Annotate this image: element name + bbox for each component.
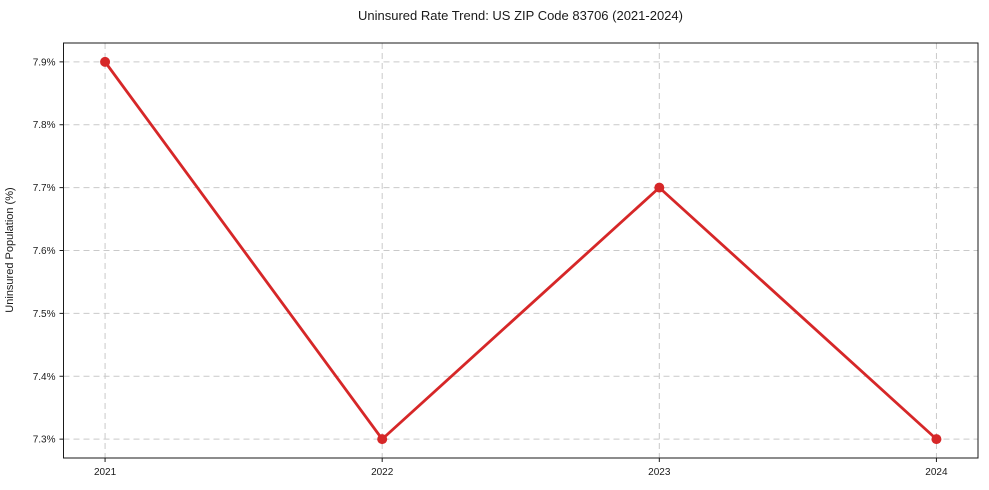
y-tick-label: 7.9%: [33, 57, 56, 68]
data-point-marker: [931, 434, 942, 445]
data-point-marker: [654, 182, 665, 193]
x-tick-label: 2023: [648, 467, 671, 478]
y-tick-label: 7.4%: [33, 372, 56, 383]
chart-title: Uninsured Rate Trend: US ZIP Code 83706 …: [358, 8, 683, 23]
plot-border: [63, 42, 979, 459]
y-tick-label: 7.3%: [33, 435, 56, 446]
trend-line: [103, 60, 938, 441]
y-tick-label: 7.5%: [33, 309, 56, 320]
x-tick-label: 2024: [925, 467, 948, 478]
y-tick-label: 7.8%: [33, 120, 56, 131]
x-tick-label: 2022: [371, 467, 394, 478]
y-tick-label: 7.7%: [33, 183, 56, 194]
y-tick-label: 7.6%: [33, 246, 56, 257]
data-point-marker: [377, 434, 388, 445]
data-point-marker: [100, 56, 111, 67]
x-tick-label: 2021: [94, 467, 117, 478]
